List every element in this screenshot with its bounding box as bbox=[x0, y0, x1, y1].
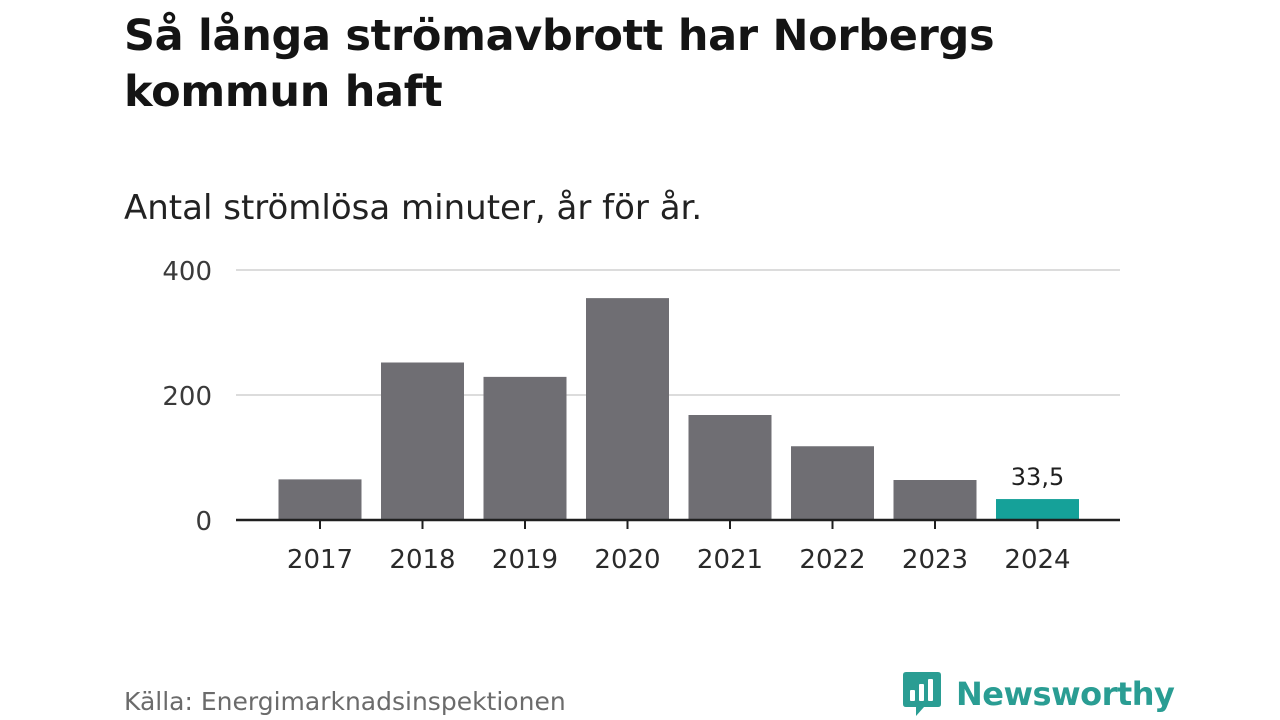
bar bbox=[688, 415, 772, 520]
bar bbox=[381, 362, 464, 520]
chart-title: Så långa strömavbrott har Norbergs kommu… bbox=[124, 11, 995, 117]
x-tick-label: 2021 bbox=[697, 545, 763, 575]
x-tick-label: 2017 bbox=[287, 545, 353, 575]
x-tick-label: 2022 bbox=[799, 545, 865, 575]
bar bbox=[791, 446, 874, 520]
bar bbox=[586, 298, 669, 520]
brand-logo: Newsworthy bbox=[902, 670, 1175, 718]
y-tick-label: 400 bbox=[162, 257, 212, 287]
x-tick-label: 2018 bbox=[389, 545, 455, 575]
bar-chart: 0 200 400 2017 2018 2019 2020 2021 2022 2023 2024 3… bbox=[162, 257, 1120, 575]
brand-name: Newsworthy bbox=[956, 675, 1175, 713]
x-tick-label: 2020 bbox=[594, 545, 660, 575]
x-tick-label: 2019 bbox=[492, 545, 558, 575]
bar-highlight bbox=[996, 499, 1079, 520]
bar bbox=[893, 480, 977, 520]
newsworthy-logo-icon bbox=[903, 672, 941, 716]
bar bbox=[278, 479, 362, 520]
source-note: Källa: Energimarknadsinspektionen bbox=[124, 687, 566, 716]
y-tick-label: 0 bbox=[195, 507, 212, 537]
bar bbox=[483, 376, 567, 520]
x-tick-label: 2023 bbox=[902, 545, 968, 575]
x-tick-label: 2024 bbox=[1004, 545, 1070, 575]
y-tick-label: 200 bbox=[162, 382, 212, 412]
data-label: 33,5 bbox=[1011, 463, 1064, 491]
chart-subtitle: Antal strömlösa minuter, år för år. bbox=[124, 188, 703, 228]
